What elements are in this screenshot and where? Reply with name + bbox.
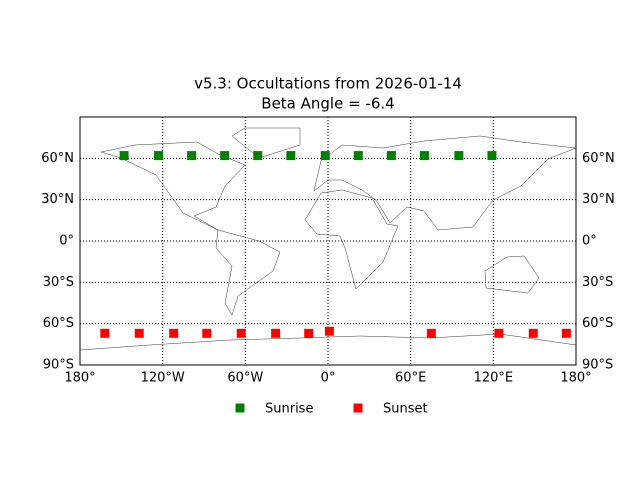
point	[324, 326, 334, 336]
x-tick-label: 60°E	[395, 371, 426, 386]
coastlines	[79, 127, 577, 351]
legend-marker	[235, 403, 245, 413]
y-tick-label-right: 90°S	[582, 358, 613, 373]
point	[353, 151, 363, 161]
point	[487, 151, 497, 161]
point	[134, 328, 144, 338]
x-tick-label: 120°W	[141, 371, 185, 386]
x-tick-label: 60°W	[227, 371, 263, 386]
point	[494, 328, 504, 338]
chart-title: v5.3: Occultations from 2026-01-14	[194, 75, 462, 93]
point	[426, 328, 436, 338]
chart-subtitle: Beta Angle = -6.4	[261, 95, 394, 113]
y-tick-label: 60°S	[43, 316, 74, 331]
point	[386, 151, 396, 161]
point	[320, 151, 330, 161]
point	[187, 151, 197, 161]
y-tick-label: 90°S	[43, 358, 74, 373]
point	[100, 328, 110, 338]
x-tick-label: 0°	[321, 371, 336, 386]
y-tick-label: 60°N	[41, 151, 74, 166]
point	[271, 328, 281, 338]
point	[119, 151, 129, 161]
point	[304, 328, 314, 338]
x-tick-label: 180°	[64, 371, 95, 386]
point	[169, 328, 179, 338]
legend-label: Sunset	[383, 402, 428, 417]
point	[253, 151, 263, 161]
legend-marker	[353, 403, 363, 413]
y-tick-label-right: 0°	[582, 234, 597, 249]
point	[202, 328, 212, 338]
y-tick-label: 0°	[59, 234, 74, 249]
y-tick-label-right: 60°S	[582, 316, 613, 331]
point	[419, 151, 429, 161]
y-tick-label: 30°N	[41, 192, 74, 207]
plot-frame	[79, 116, 577, 366]
y-tick-label-right: 60°N	[582, 151, 615, 166]
point	[286, 151, 296, 161]
point	[528, 328, 538, 338]
y-tick-label-right: 30°S	[582, 275, 613, 290]
legend-label: Sunrise	[265, 402, 313, 417]
x-tick-label: 180°	[560, 371, 591, 386]
point	[561, 328, 571, 338]
x-tick-label: 120°E	[474, 371, 514, 386]
point	[154, 151, 164, 161]
y-tick-label-right: 30°N	[582, 192, 615, 207]
point	[454, 151, 464, 161]
point	[236, 328, 246, 338]
y-tick-label: 30°S	[43, 275, 74, 290]
point	[220, 151, 230, 161]
